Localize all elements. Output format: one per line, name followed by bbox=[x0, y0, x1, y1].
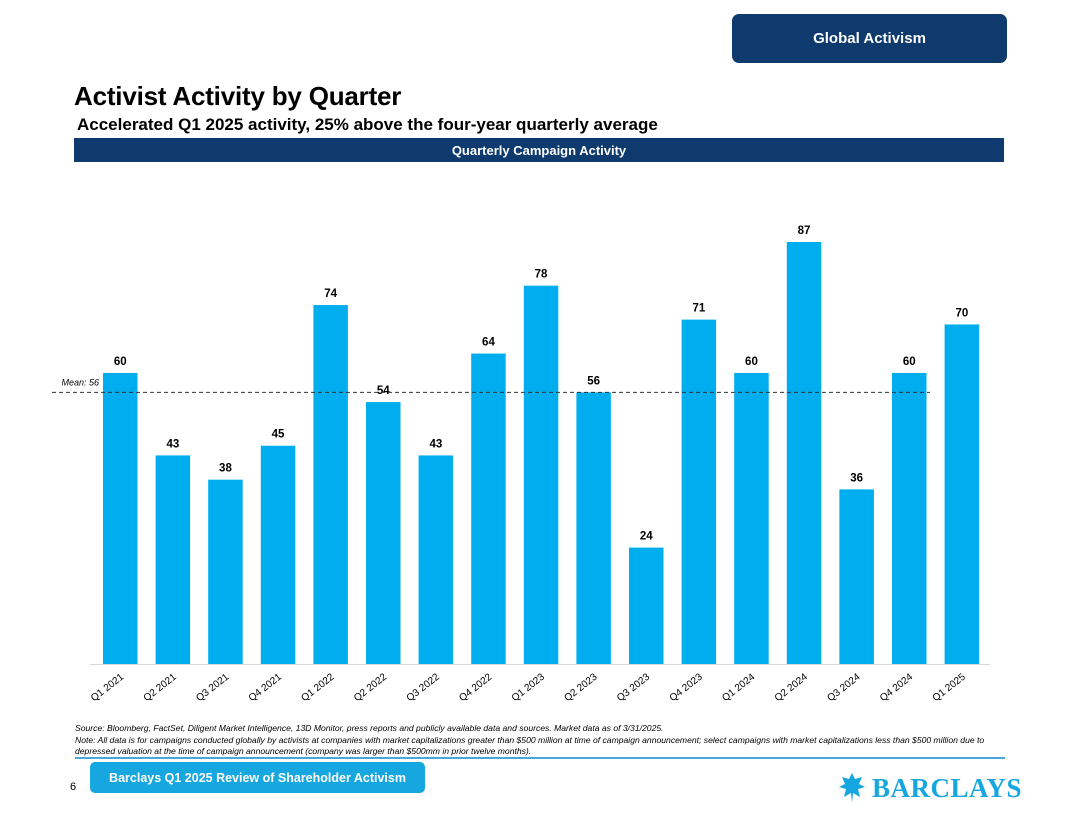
mean-label: Mean: 56 bbox=[61, 377, 99, 387]
data-label: 60 bbox=[903, 356, 916, 368]
data-label: 45 bbox=[272, 429, 285, 441]
x-tick-label: Q2 2023 bbox=[562, 671, 599, 704]
eagle-icon bbox=[839, 773, 865, 803]
x-tick-label: Q3 2024 bbox=[825, 671, 862, 704]
bar bbox=[103, 372, 138, 664]
x-tick-label: Q2 2021 bbox=[142, 671, 179, 704]
data-label: 70 bbox=[955, 307, 968, 319]
chart-banner: Quarterly Campaign Activity bbox=[74, 138, 1004, 162]
data-label: 38 bbox=[219, 463, 232, 475]
bar bbox=[944, 324, 980, 664]
bar bbox=[208, 479, 243, 664]
brand-wordmark: BARCLAYS bbox=[872, 772, 1023, 803]
x-tick-label: Q4 2022 bbox=[457, 671, 494, 704]
data-label: 43 bbox=[166, 438, 179, 450]
x-tick-label: Q3 2022 bbox=[405, 671, 442, 704]
bar bbox=[681, 319, 717, 664]
data-label: 36 bbox=[850, 472, 863, 484]
source-note: Source: Bloomberg, FactSet, Diligent Mar… bbox=[75, 723, 664, 733]
data-label: 60 bbox=[745, 356, 758, 368]
bar bbox=[523, 285, 559, 664]
data-label: 56 bbox=[587, 375, 600, 387]
data-label: 60 bbox=[114, 356, 127, 368]
page-number: 6 bbox=[70, 781, 77, 793]
x-tick-label: Q1 2023 bbox=[510, 671, 547, 704]
footnotes: Source: Bloomberg, FactSet, Diligent Mar… bbox=[75, 723, 1005, 758]
bar bbox=[786, 242, 822, 664]
bar bbox=[734, 372, 769, 664]
section-badge: Global Activism bbox=[732, 14, 1007, 63]
x-tick-label: Q1 2021 bbox=[89, 671, 126, 704]
x-tick-label: Q1 2025 bbox=[931, 671, 968, 704]
data-label: 54 bbox=[377, 385, 390, 397]
data-label: 64 bbox=[482, 337, 495, 349]
bar bbox=[892, 372, 927, 664]
x-tick-label: Q1 2022 bbox=[299, 671, 336, 704]
bar bbox=[471, 353, 506, 664]
data-label: 74 bbox=[324, 288, 337, 300]
x-tick-label: Q3 2023 bbox=[615, 671, 652, 704]
data-label: 43 bbox=[429, 438, 442, 450]
bar bbox=[260, 445, 296, 664]
footer-divider bbox=[75, 757, 1005, 759]
bar-chart: 60 Q1 2021 43 Q2 2021 38 Q3 2021 45 Q4 2021 74 Q1… bbox=[52, 225, 990, 704]
bar bbox=[418, 455, 454, 664]
x-tick-label: Q4 2024 bbox=[878, 671, 915, 704]
page-subtitle: Accelerated Q1 2025 activity, 25% above … bbox=[77, 115, 658, 134]
x-tick-label: Q4 2023 bbox=[668, 671, 705, 704]
disclaimer-note: Note: All data is for campaigns conducte… bbox=[75, 734, 985, 757]
bar bbox=[155, 455, 191, 664]
x-tick-label: Q4 2021 bbox=[247, 671, 284, 704]
data-label: 24 bbox=[640, 531, 653, 543]
page-title: Activist Activity by Quarter bbox=[74, 81, 402, 111]
barclays-logo: BARCLAYS bbox=[838, 768, 1022, 808]
data-label: 71 bbox=[692, 303, 705, 315]
data-label: 78 bbox=[535, 269, 548, 281]
bar bbox=[576, 392, 611, 664]
bar bbox=[839, 489, 874, 664]
x-tick-label: Q2 2024 bbox=[773, 671, 810, 704]
report-label: Barclays Q1 2025 Review of Shareholder A… bbox=[90, 762, 425, 793]
x-tick-label: Q3 2021 bbox=[194, 671, 231, 704]
x-tick-label: Q1 2024 bbox=[720, 671, 757, 704]
data-label: 87 bbox=[798, 225, 811, 237]
bar bbox=[366, 402, 401, 664]
x-tick-label: Q2 2022 bbox=[352, 671, 389, 704]
bar bbox=[313, 305, 348, 664]
bar bbox=[629, 547, 664, 664]
